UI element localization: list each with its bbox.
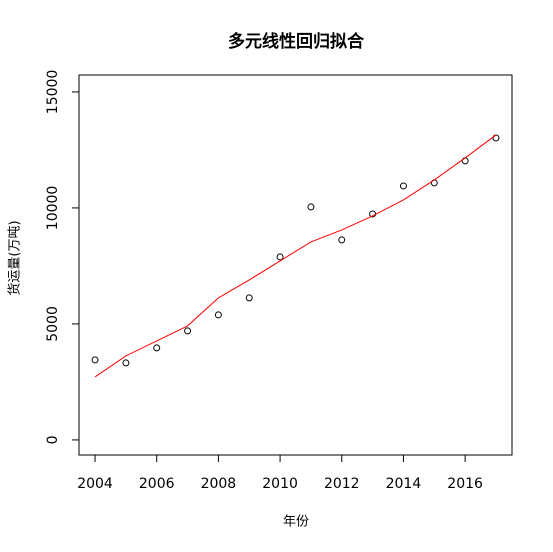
point <box>91 356 99 364</box>
x-tick-label: 2004 <box>77 476 113 492</box>
x-tick-label: 2012 <box>324 476 360 492</box>
x-tick-label: 2014 <box>386 476 422 492</box>
fit-line <box>94 134 497 378</box>
x-tick-label: 2006 <box>139 476 175 492</box>
x-tick-label: 2008 <box>201 476 237 492</box>
x-tick-label: 2016 <box>447 476 483 492</box>
point <box>245 294 253 302</box>
point <box>307 203 315 211</box>
point <box>338 236 346 244</box>
point <box>122 359 130 367</box>
point <box>214 311 222 319</box>
point <box>153 344 161 352</box>
point <box>399 182 407 190</box>
chart-title: 多元线性回归拟合 <box>228 31 365 52</box>
y-tick-label: 5000 <box>45 306 61 342</box>
x-axis-label: 年份 <box>283 515 309 530</box>
y-tick-label: 10000 <box>45 186 61 231</box>
y-axis-label: 货运量(万吨) <box>7 220 23 295</box>
point <box>184 327 192 335</box>
y-tick-label: 0 <box>45 435 61 444</box>
y-tick-label: 15000 <box>45 70 61 115</box>
x-tick-label: 2010 <box>262 476 298 492</box>
point <box>276 253 284 261</box>
